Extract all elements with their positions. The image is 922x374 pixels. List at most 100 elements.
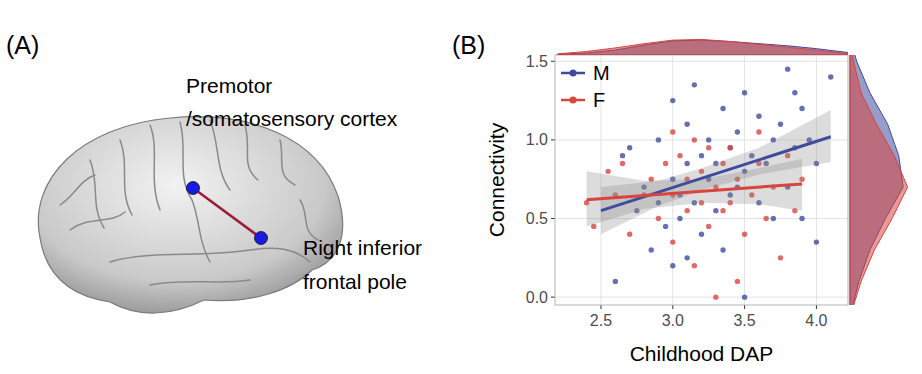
confidence-band (587, 159, 802, 227)
tick (551, 61, 555, 62)
point (684, 208, 689, 213)
brain-outline (38, 117, 342, 313)
point (742, 294, 747, 299)
sulcus (245, 125, 258, 180)
density-area (558, 39, 848, 55)
point (706, 137, 711, 142)
figure: (A) Premotor/somatosensory cortex Right in… (0, 0, 922, 374)
sulcus (70, 212, 125, 230)
sulcus (60, 175, 95, 205)
point (756, 129, 761, 134)
point (692, 137, 697, 142)
point (713, 294, 718, 299)
point (728, 145, 733, 150)
sulcus (150, 280, 250, 285)
point (713, 208, 718, 213)
point (699, 153, 704, 158)
tick-label: 0.5 (526, 210, 548, 227)
tick (744, 305, 745, 309)
node (255, 232, 268, 245)
legend: MF (561, 62, 610, 111)
point (677, 153, 682, 158)
point (699, 232, 704, 237)
tick-label: 4.0 (805, 312, 827, 329)
tick-label: 3.5 (733, 312, 755, 329)
connection (193, 188, 261, 238)
legend-label: M (593, 62, 610, 84)
point (684, 161, 689, 166)
point (670, 239, 675, 244)
plot-area (584, 66, 834, 299)
sulcus (280, 140, 295, 185)
fit-line (587, 184, 802, 200)
point (778, 255, 783, 260)
grid-line (816, 55, 817, 305)
right-density (850, 55, 908, 305)
point (620, 161, 625, 166)
point (763, 216, 768, 221)
density-area (850, 55, 908, 305)
point (620, 153, 625, 158)
point (656, 216, 661, 221)
tick (672, 305, 673, 309)
point (799, 106, 804, 111)
point (692, 263, 697, 268)
point (728, 145, 733, 150)
sulcus (150, 125, 160, 210)
tick (551, 139, 555, 140)
axis-title: Connectivity (485, 122, 508, 237)
grid-line (555, 297, 848, 298)
node-label: Premotor (186, 74, 272, 97)
tick (551, 218, 555, 219)
tick (816, 305, 817, 309)
legend-label: F (593, 89, 605, 111)
tick-label: 2.5 (590, 312, 612, 329)
point (720, 247, 725, 252)
point (742, 90, 747, 95)
tick-label: 1.0 (526, 131, 548, 148)
tick (551, 297, 555, 298)
point (670, 263, 675, 268)
brain (38, 117, 342, 313)
top-density (558, 39, 848, 55)
sulcus (180, 122, 210, 262)
point (735, 129, 740, 134)
point (720, 208, 725, 213)
density-area (558, 40, 848, 55)
point (684, 255, 689, 260)
sulcus (300, 200, 318, 240)
point (613, 279, 618, 284)
node (187, 182, 200, 195)
point (627, 145, 632, 150)
point (670, 98, 675, 103)
point (792, 90, 797, 95)
node-label: /somatosensory cortex (186, 107, 398, 130)
point (778, 121, 783, 126)
node-label: Right inferior (303, 236, 422, 259)
panel-label: (A) (6, 31, 39, 59)
point (720, 106, 725, 111)
point (771, 216, 776, 221)
point (706, 145, 711, 150)
point (735, 279, 740, 284)
point (663, 224, 668, 229)
axis-title: Childhood DAP (630, 342, 774, 365)
point (663, 161, 668, 166)
sulcus (210, 120, 230, 190)
point (756, 114, 761, 119)
point (692, 82, 697, 87)
plot-frame (555, 55, 848, 305)
point (670, 129, 675, 134)
fit-line (601, 137, 831, 211)
point (684, 121, 689, 126)
plot-background (555, 55, 848, 305)
point (649, 247, 654, 252)
point (677, 216, 682, 221)
point (828, 74, 833, 79)
node-label: frontal pole (303, 270, 407, 293)
point (706, 224, 711, 229)
tick (600, 305, 601, 309)
point (627, 232, 632, 237)
panel-label: (B) (452, 31, 485, 59)
grid (555, 55, 848, 305)
